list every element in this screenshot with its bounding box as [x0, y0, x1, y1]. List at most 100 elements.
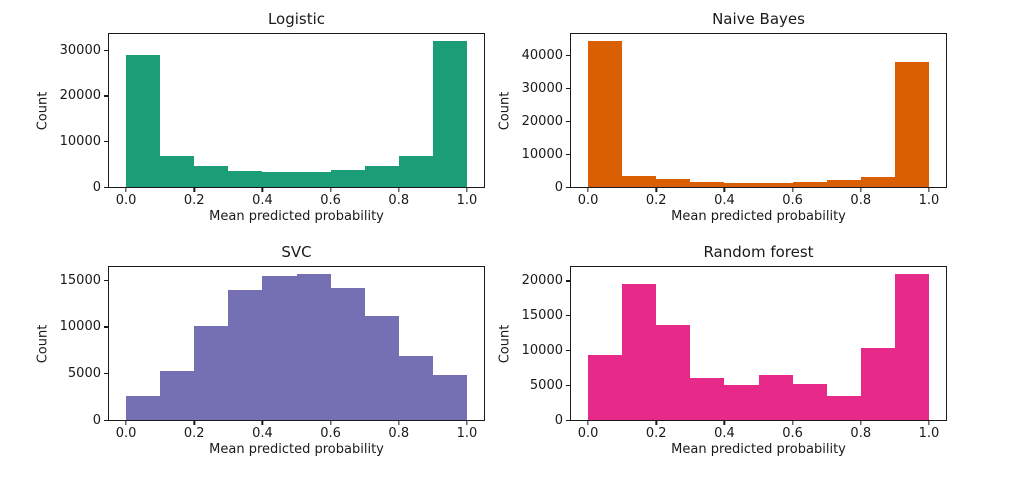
y-tick-mark — [566, 87, 570, 89]
y-tick-mark — [104, 372, 108, 375]
x-tick-mark — [329, 188, 332, 192]
y-tick-label: 5000 — [67, 365, 101, 381]
x-tick-label: 0.4 — [252, 193, 273, 208]
x-tick-label: 0.2 — [183, 193, 205, 208]
y-tick-mark — [566, 280, 570, 282]
y-tick-mark — [566, 419, 570, 421]
histogram-bar — [194, 326, 228, 420]
y-tick-mark — [566, 153, 570, 155]
histogram-bar — [759, 375, 793, 420]
x-tick-label: 0.4 — [714, 426, 735, 441]
y-tick-mark — [104, 419, 108, 421]
y-axis-label: Count — [497, 91, 513, 130]
x-tick-label: 0.0 — [115, 193, 137, 208]
x-tick-label: 0.6 — [320, 193, 341, 208]
y-tick-mark — [566, 384, 570, 387]
x-tick-mark — [261, 188, 264, 192]
subplot-title: Logistic — [267, 10, 326, 28]
y-tick-label: 20000 — [521, 273, 563, 289]
histogram-bar — [622, 176, 656, 187]
subplot-naive-bayes: Naive Bayes Count Mean predicted probabi… — [498, 10, 947, 224]
y-tick-mark — [104, 326, 108, 328]
histogram-bar — [793, 182, 827, 187]
y-tick-label: 0 — [92, 412, 101, 428]
x-tick-label: 0.6 — [782, 426, 803, 441]
histogram-bar — [827, 396, 861, 420]
x-tick-label: 0.8 — [850, 426, 872, 441]
y-tick-mark — [566, 315, 570, 317]
x-tick-mark — [928, 421, 930, 425]
x-tick-mark — [398, 421, 400, 425]
x-tick-label: 0.6 — [320, 426, 341, 441]
y-tick-label: 15000 — [59, 272, 101, 288]
histogram-bar — [126, 396, 160, 420]
x-tick-label: 0.2 — [645, 193, 667, 208]
histogram-bar — [160, 156, 194, 187]
y-tick-mark — [566, 120, 570, 122]
histogram-bar — [262, 172, 297, 187]
y-tick-label: 10000 — [521, 342, 563, 358]
subplot-title: Random forest — [703, 243, 814, 261]
y-axis-label: Count — [497, 324, 513, 363]
x-tick-label: 0.0 — [577, 193, 599, 208]
x-tick-mark — [587, 188, 589, 192]
y-tick-mark — [104, 49, 108, 52]
x-tick-label: 0.0 — [115, 426, 137, 441]
histogram-bar — [126, 55, 160, 187]
y-tick-mark — [104, 95, 108, 97]
y-tick-mark — [566, 186, 570, 188]
y-tick-label: 20000 — [59, 88, 101, 104]
histogram-bar — [194, 166, 228, 187]
x-tick-mark — [791, 421, 794, 425]
y-tick-mark — [104, 140, 108, 143]
x-axis-label: Mean predicted probability — [671, 442, 846, 457]
x-tick-mark — [466, 188, 468, 192]
x-tick-mark — [125, 188, 127, 192]
subplot-title: Naive Bayes — [712, 10, 805, 28]
y-tick-mark — [566, 349, 570, 352]
histogram-bar — [724, 385, 759, 420]
x-tick-label: 0.8 — [388, 426, 410, 441]
y-tick-label: 10000 — [59, 133, 101, 149]
x-axis-label: Mean predicted probability — [209, 442, 384, 457]
y-tick-label: 15000 — [521, 308, 563, 324]
x-tick-mark — [928, 188, 930, 192]
y-tick-mark — [566, 54, 570, 56]
x-tick-mark — [466, 421, 468, 425]
x-tick-mark — [655, 421, 657, 425]
subplot-logistic: Logistic Count Mean predicted probabilit… — [36, 10, 485, 224]
histogram-bar — [827, 180, 861, 187]
histogram-bar — [690, 182, 724, 187]
histogram-bar — [433, 41, 467, 187]
x-tick-label: 0.6 — [782, 193, 803, 208]
histogram-bar — [656, 325, 690, 420]
x-tick-mark — [398, 188, 400, 192]
x-tick-mark — [193, 421, 195, 425]
x-tick-mark — [329, 421, 332, 425]
y-tick-label: 30000 — [521, 80, 563, 96]
histogram-bar — [895, 62, 929, 187]
y-tick-label: 5000 — [529, 377, 563, 393]
histogram-bar — [724, 183, 759, 187]
histogram-bar — [861, 177, 895, 187]
histogram-bar — [622, 284, 656, 420]
y-tick-mark — [104, 279, 108, 281]
y-tick-label: 10000 — [59, 319, 101, 335]
x-tick-label: 0.2 — [183, 426, 205, 441]
y-tick-label: 0 — [554, 179, 563, 195]
histogram-bar — [399, 356, 433, 420]
histogram-bar — [433, 375, 467, 420]
histogram-bar — [228, 171, 262, 187]
y-tick-label: 0 — [92, 179, 101, 195]
histogram-bar — [895, 274, 929, 420]
y-tick-label: 10000 — [521, 146, 563, 162]
x-tick-label: 0.8 — [388, 193, 410, 208]
y-tick-label: 30000 — [59, 42, 101, 58]
subplot-title: SVC — [281, 243, 312, 261]
x-axis-label: Mean predicted probability — [671, 209, 846, 224]
histogram-bar — [690, 378, 724, 420]
y-tick-label: 20000 — [521, 113, 563, 129]
histogram-bar — [399, 156, 433, 187]
y-tick-mark — [104, 186, 108, 188]
